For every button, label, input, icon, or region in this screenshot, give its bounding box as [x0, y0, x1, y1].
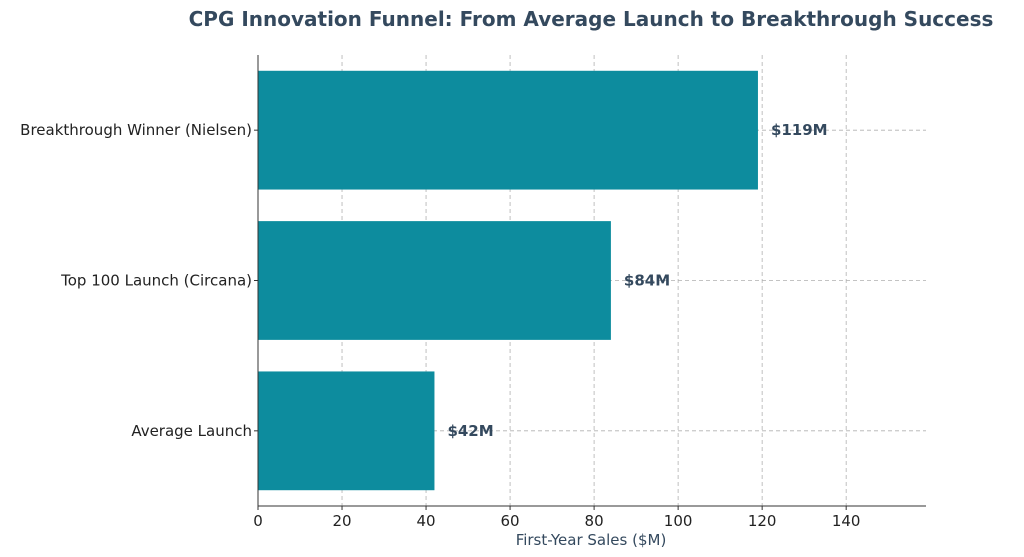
x-tick-label: 80	[585, 512, 604, 530]
x-tick-label: 60	[501, 512, 520, 530]
data-label: $84M	[624, 272, 670, 290]
bar	[258, 221, 611, 340]
category-label: Breakthrough Winner (Nielsen)	[20, 121, 252, 139]
data-labels: $42M $84M $119M	[447, 121, 827, 440]
x-tick-label: 40	[417, 512, 436, 530]
data-label: $42M	[447, 422, 493, 440]
x-tick-label: 140	[832, 512, 861, 530]
data-label: $119M	[771, 121, 828, 139]
axes: Average Launch Top 100 Launch (Circana) Br…	[20, 55, 926, 530]
category-label: Top 100 Launch (Circana)	[60, 272, 252, 290]
chart-title: CPG Innovation Funnel: From Average Laun…	[189, 7, 994, 31]
bars	[258, 70, 758, 491]
x-tick-label: 100	[664, 512, 693, 530]
bar	[258, 70, 758, 190]
x-axis-title: First-Year Sales ($M)	[516, 531, 667, 549]
x-tick-label: 120	[748, 512, 777, 530]
x-tick-label: 0	[253, 512, 263, 530]
category-label: Average Launch	[131, 422, 252, 440]
bar	[258, 371, 435, 491]
x-tick-label: 20	[332, 512, 351, 530]
